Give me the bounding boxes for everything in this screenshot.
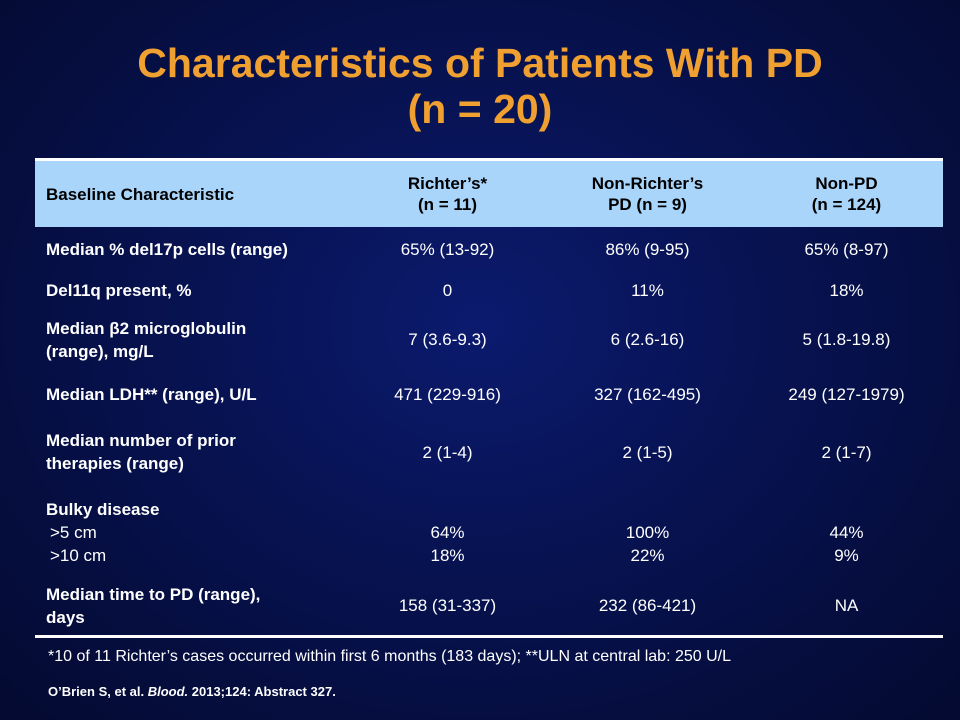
slide-title-line-2: (n = 20) bbox=[407, 86, 553, 132]
row-label: Del11q present, % bbox=[46, 280, 192, 300]
table-row: Median LDH** (range), U/L 471 (229-916) … bbox=[35, 371, 943, 417]
cell-non-pd: 5 (1.8-19.8) bbox=[802, 330, 891, 349]
header-baseline-characteristic: Baseline Characteristic bbox=[35, 158, 350, 227]
row-label: Median β2 microglobulin (range), mg/L bbox=[46, 318, 247, 361]
cell-non-richters: 2 (1-5) bbox=[622, 442, 673, 462]
cell-richters: 158 (31-337) bbox=[350, 577, 545, 638]
header-non-pd: Non-PD (n = 124) bbox=[750, 158, 943, 227]
cell-richters: 65% (13-92) bbox=[400, 240, 495, 259]
table-row: Median number of prior therapies (range) … bbox=[35, 417, 943, 487]
cell-non-pd: 18% bbox=[829, 280, 864, 300]
cell-non-richters: 232 (86-421) bbox=[545, 577, 750, 638]
cell-non-pd: 249 (127-1979) bbox=[788, 384, 905, 404]
cell-non-pd: NA bbox=[750, 577, 943, 638]
table-row: Del11q present, % 0 11% 18% bbox=[35, 272, 943, 308]
citation: O’Brien S, et al. Blood. 2013;124: Abstr… bbox=[48, 684, 336, 699]
cell-richters: 7 (3.6-9.3) bbox=[408, 330, 487, 349]
cell-richters: 2 (1-4) bbox=[422, 442, 473, 462]
table-header-row: Baseline Characteristic Richter’s* (n = 1… bbox=[35, 158, 943, 227]
row-label: Median time to PD (range), days bbox=[35, 577, 350, 638]
row-label: Median % del17p cells (range) bbox=[46, 240, 288, 259]
row-label: Median LDH** (range), U/L bbox=[46, 384, 257, 404]
cell-non-richters: 86% (9-95) bbox=[605, 240, 690, 259]
header-richters: Richter’s* (n = 11) bbox=[350, 158, 545, 227]
table-row: Median % del17p cells (range) 65% (13-92… bbox=[35, 227, 943, 272]
table-row: Bulky disease >5 cm >10 cm 64% 18% 100% 22… bbox=[35, 487, 943, 577]
table-row: Median time to PD (range), days 158 (31-3… bbox=[35, 577, 943, 638]
cell-richters: 64% 18% bbox=[430, 522, 465, 565]
citation-details: 2013;124: Abstract 327. bbox=[188, 684, 336, 699]
slide-title: Characteristics of Patients With PD (n =… bbox=[0, 40, 960, 132]
citation-authors: O’Brien S, et al. bbox=[48, 684, 148, 699]
cell-non-richters: 6 (2.6-16) bbox=[610, 330, 685, 349]
cell-richters: 471 (229-916) bbox=[394, 384, 501, 404]
citation-journal: Blood. bbox=[147, 684, 189, 699]
table-row: Median β2 microglobulin (range), mg/L 7 (… bbox=[35, 308, 943, 371]
cell-non-pd: 44% 9% bbox=[829, 522, 864, 565]
row-label: Bulky disease >5 cm >10 cm bbox=[46, 499, 160, 565]
cell-non-richters: 11% bbox=[631, 280, 664, 300]
slide-title-line-1: Characteristics of Patients With PD bbox=[137, 40, 823, 86]
footnote: *10 of 11 Richter’s cases occurred withi… bbox=[48, 648, 731, 665]
header-non-richters-pd: Non-Richter’s PD (n = 9) bbox=[545, 158, 750, 227]
cell-non-richters: 327 (162-495) bbox=[594, 384, 701, 404]
cell-non-pd: 65% (8-97) bbox=[804, 240, 889, 259]
cell-non-pd: 2 (1-7) bbox=[821, 442, 872, 462]
row-label: Median number of prior therapies (range) bbox=[46, 431, 236, 473]
cell-non-richters: 100% 22% bbox=[625, 522, 670, 565]
cell-richters: 0 bbox=[442, 280, 453, 300]
characteristics-table: Baseline Characteristic Richter’s* (n = 1… bbox=[35, 158, 943, 638]
